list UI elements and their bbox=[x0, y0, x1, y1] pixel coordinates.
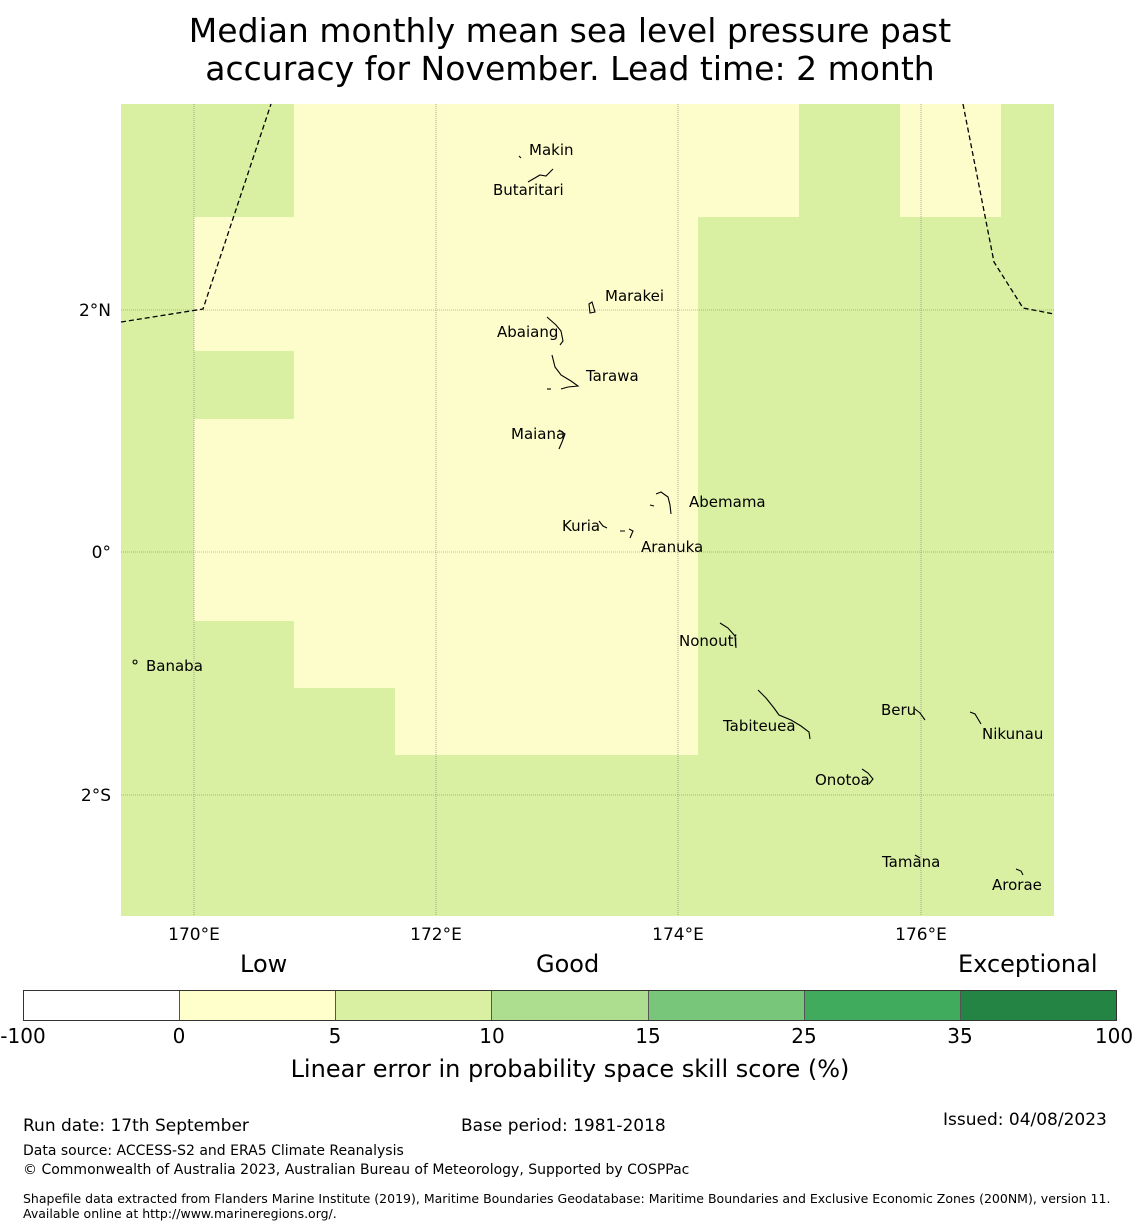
run-date: Run date: 17th September bbox=[23, 1116, 249, 1136]
issued-date: Issued: 04/08/2023 bbox=[943, 1110, 1107, 1130]
colorbar bbox=[23, 990, 1117, 1021]
lon-tick-174e: 174°E bbox=[652, 925, 704, 945]
skill-map: Makin Butaritari Marakei Abaiang Tarawa … bbox=[79, 103, 1055, 945]
colorbar-tick: 0 bbox=[172, 1024, 186, 1048]
copyright: © Commonwealth of Australia 2023, Austra… bbox=[23, 1162, 690, 1178]
colorbar-tick: 25 bbox=[791, 1024, 817, 1048]
island-label-onotoa: Onotoa bbox=[815, 771, 870, 789]
data-source: Data source: ACCESS-S2 and ERA5 Climate … bbox=[23, 1143, 404, 1159]
colorbar-segment bbox=[804, 991, 961, 1020]
lon-tick-172e: 172°E bbox=[410, 925, 462, 945]
colorbar-tick: 15 bbox=[635, 1024, 661, 1048]
island-label-kuria: Kuria bbox=[562, 517, 600, 535]
colorbar-segment bbox=[648, 991, 805, 1020]
island-label-butaritari: Butaritari bbox=[493, 181, 564, 199]
lon-tick-170e: 170°E bbox=[168, 925, 220, 945]
island-label-makin: Makin bbox=[529, 141, 574, 159]
island-label-aranuka: Aranuka bbox=[641, 538, 703, 556]
colorbar-segment bbox=[960, 991, 1116, 1020]
colorbar-segment bbox=[336, 991, 493, 1020]
island-outlines bbox=[132, 155, 1024, 876]
island-label-abaiang: Abaiang bbox=[497, 323, 558, 341]
low-skill-region bbox=[194, 104, 1001, 755]
title-line-2: accuracy for November. Lead time: 2 mont… bbox=[205, 49, 935, 88]
island-label-abemama: Abemama bbox=[689, 493, 766, 511]
shapefile-credit: Shapefile data extracted from Flanders M… bbox=[23, 1191, 1111, 1221]
island-label-tabiteuea: Tabiteuea bbox=[722, 717, 796, 735]
colorbar-tick: 100 bbox=[1094, 1024, 1134, 1048]
colorbar-tick: 5 bbox=[328, 1024, 342, 1048]
title-line-1: Median monthly mean sea level pressure p… bbox=[188, 11, 952, 50]
eez-boundary bbox=[120, 103, 1055, 323]
lat-tick-2n: 2°N bbox=[79, 301, 111, 321]
colorbar-tick: 35 bbox=[947, 1024, 973, 1048]
island-label-arorae: Arorae bbox=[992, 876, 1042, 894]
colorbar-tick: -100 bbox=[0, 1024, 46, 1048]
island-label-banaba: Banaba bbox=[146, 657, 203, 675]
legend-category-low: Low bbox=[240, 950, 288, 978]
colorbar-label: Linear error in probability space skill … bbox=[290, 1055, 850, 1083]
island-label-nikunau: Nikunau bbox=[982, 725, 1043, 743]
island-label-marakei: Marakei bbox=[605, 287, 664, 305]
lon-tick-176e: 176°E bbox=[895, 925, 947, 945]
chart-title: Median monthly mean sea level pressure p… bbox=[0, 12, 1140, 88]
colorbar-tick: 10 bbox=[479, 1024, 505, 1048]
legend-category-exceptional: Exceptional bbox=[958, 950, 1098, 978]
colorbar-segment bbox=[24, 991, 181, 1020]
gridlines bbox=[121, 104, 1054, 916]
legend-category-good: Good bbox=[536, 950, 600, 978]
colorbar-segment bbox=[180, 991, 337, 1020]
colorbar-segment bbox=[492, 991, 649, 1020]
lat-tick-0: 0° bbox=[92, 543, 111, 563]
base-period: Base period: 1981-2018 bbox=[461, 1116, 666, 1136]
lat-tick-2s: 2°S bbox=[81, 786, 111, 806]
island-label-maiana: Maiana bbox=[511, 425, 565, 443]
island-label-tamana: Tamana bbox=[881, 853, 940, 871]
island-label-tarawa: Tarawa bbox=[585, 367, 639, 385]
island-label-beru: Beru bbox=[881, 701, 916, 719]
island-label-nonouti: Nonouti bbox=[679, 632, 738, 650]
